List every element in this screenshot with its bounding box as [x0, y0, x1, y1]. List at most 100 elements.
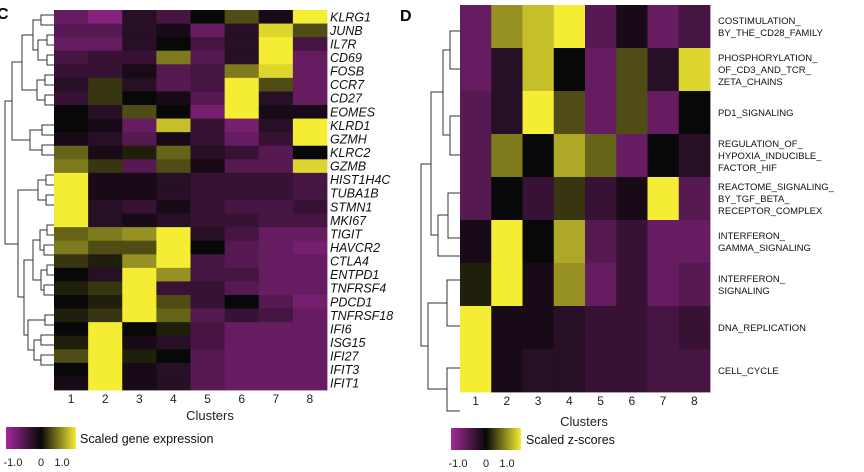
- heatmap-cell: [647, 349, 680, 393]
- heatmap-cell: [88, 335, 123, 350]
- heatmap-cell: [156, 227, 191, 242]
- heatmap-cell: [491, 48, 523, 92]
- pathway-label-line: BY_THE_CD28_FAMILY: [718, 28, 824, 39]
- panel-d-legend-tick-low: -1.0: [449, 458, 468, 470]
- heatmap-cell: [190, 376, 226, 391]
- heatmap-cell: [258, 254, 294, 269]
- heatmap-cell: [190, 77, 226, 92]
- heatmap-cell: [224, 376, 260, 391]
- heatmap-cell: [54, 295, 89, 309]
- heatmap-cell: [122, 91, 157, 106]
- heatmap-cell: [88, 362, 123, 377]
- heatmap-cell: [224, 186, 260, 201]
- heatmap-cell: [522, 177, 555, 221]
- heatmap-cell: [88, 295, 123, 309]
- gene-label: HIST1H4C: [330, 173, 391, 187]
- heatmap-cell: [224, 37, 260, 52]
- heatmap-cell: [88, 77, 123, 92]
- panel-c-legend-tick-high: 1.0: [54, 457, 69, 469]
- heatmap-cell: [122, 376, 157, 391]
- heatmap-cell: [224, 349, 260, 364]
- panel-c-row-dendrogram: [4, 14, 54, 366]
- heatmap-cell: [224, 335, 260, 350]
- heatmap-cell: [122, 308, 157, 323]
- heatmap-cell: [258, 281, 294, 296]
- heatmap-cell: [553, 220, 586, 264]
- heatmap-cell: [292, 362, 328, 377]
- heatmap-cell: [585, 263, 617, 307]
- heatmap-cell: [616, 48, 648, 92]
- heatmap-cell: [258, 295, 294, 309]
- heatmap-cell: [88, 186, 123, 201]
- heatmap-cell: [224, 295, 260, 309]
- cluster-tick-label: 6: [629, 394, 636, 408]
- heatmap-cell: [522, 220, 555, 264]
- heatmap-cell: [292, 118, 328, 133]
- panel-d-legend-gradient: [451, 428, 521, 450]
- heatmap-cell: [258, 23, 294, 38]
- pathway-label-line: FACTOR_HIF: [718, 163, 777, 174]
- heatmap-cell: [522, 349, 555, 393]
- heatmap-cell: [190, 362, 226, 377]
- heatmap-cell: [224, 200, 260, 214]
- heatmap-cell: [54, 10, 89, 24]
- heatmap-cell: [122, 335, 157, 350]
- heatmap-cell: [258, 77, 294, 92]
- heatmap-cell: [156, 240, 191, 255]
- heatmap-cell: [258, 213, 294, 228]
- heatmap-cell: [678, 91, 711, 135]
- panel-c-legend-label: Scaled gene expression: [80, 432, 213, 446]
- heatmap-cell: [122, 200, 157, 214]
- heatmap-cell: [54, 362, 89, 377]
- heatmap-cell: [190, 308, 226, 323]
- heatmap-cell: [156, 91, 191, 106]
- pathway-label-line: RECEPTOR_COMPLEX: [718, 206, 823, 217]
- panel-c-x-axis-title: Clusters: [186, 408, 234, 423]
- heatmap-cell: [553, 48, 586, 92]
- heatmap-cell: [122, 50, 157, 65]
- heatmap-cell: [156, 186, 191, 201]
- gene-label: IFI27: [330, 350, 360, 364]
- heatmap-cell: [122, 227, 157, 242]
- heatmap-cell: [224, 23, 260, 38]
- heatmap-cell: [122, 295, 157, 309]
- heatmap-cell: [54, 50, 89, 65]
- heatmap-cell: [156, 23, 191, 38]
- gene-label: TNFRSF4: [330, 282, 386, 296]
- heatmap-cell: [292, 64, 328, 79]
- cluster-tick-label: 5: [597, 394, 604, 408]
- heatmap-cell: [292, 349, 328, 364]
- heatmap-cell: [190, 254, 226, 269]
- cluster-tick-label: 2: [504, 394, 511, 408]
- heatmap-cell: [156, 376, 191, 391]
- pathway-label-line: OF_CD3_AND_TCR_: [718, 65, 812, 76]
- heatmap-cell: [292, 240, 328, 255]
- heatmap-cell: [292, 227, 328, 242]
- heatmap-cell: [616, 177, 648, 221]
- heatmap-cell: [292, 376, 328, 391]
- heatmap-cell: [258, 172, 294, 187]
- heatmap-cell: [292, 267, 328, 282]
- heatmap-cell: [88, 64, 123, 79]
- gene-label: CTLA4: [330, 255, 369, 269]
- gene-label: ENTPD1: [330, 268, 379, 282]
- gene-label: CD27: [330, 92, 363, 106]
- heatmap-cell: [156, 159, 191, 174]
- heatmap-cell: [122, 145, 157, 160]
- heatmap-cell: [190, 335, 226, 350]
- heatmap-cell: [156, 200, 191, 214]
- cluster-tick-label: 8: [691, 394, 698, 408]
- panel-c-legend: Scaled gene expression -1.0 0 1.0: [4, 427, 213, 469]
- heatmap-cell: [522, 263, 555, 307]
- heatmap-cell: [585, 220, 617, 264]
- heatmap-cell: [156, 335, 191, 350]
- heatmap-cell: [647, 220, 680, 264]
- heatmap-cell: [678, 48, 711, 92]
- heatmap-cell: [190, 159, 226, 174]
- heatmap-cell: [292, 132, 328, 147]
- panel-c-legend-gradient: [6, 427, 76, 449]
- heatmap-cell: [122, 186, 157, 201]
- heatmap-cell: [292, 281, 328, 296]
- gene-label: IFIT3: [330, 363, 359, 377]
- heatmap-cell: [224, 267, 260, 282]
